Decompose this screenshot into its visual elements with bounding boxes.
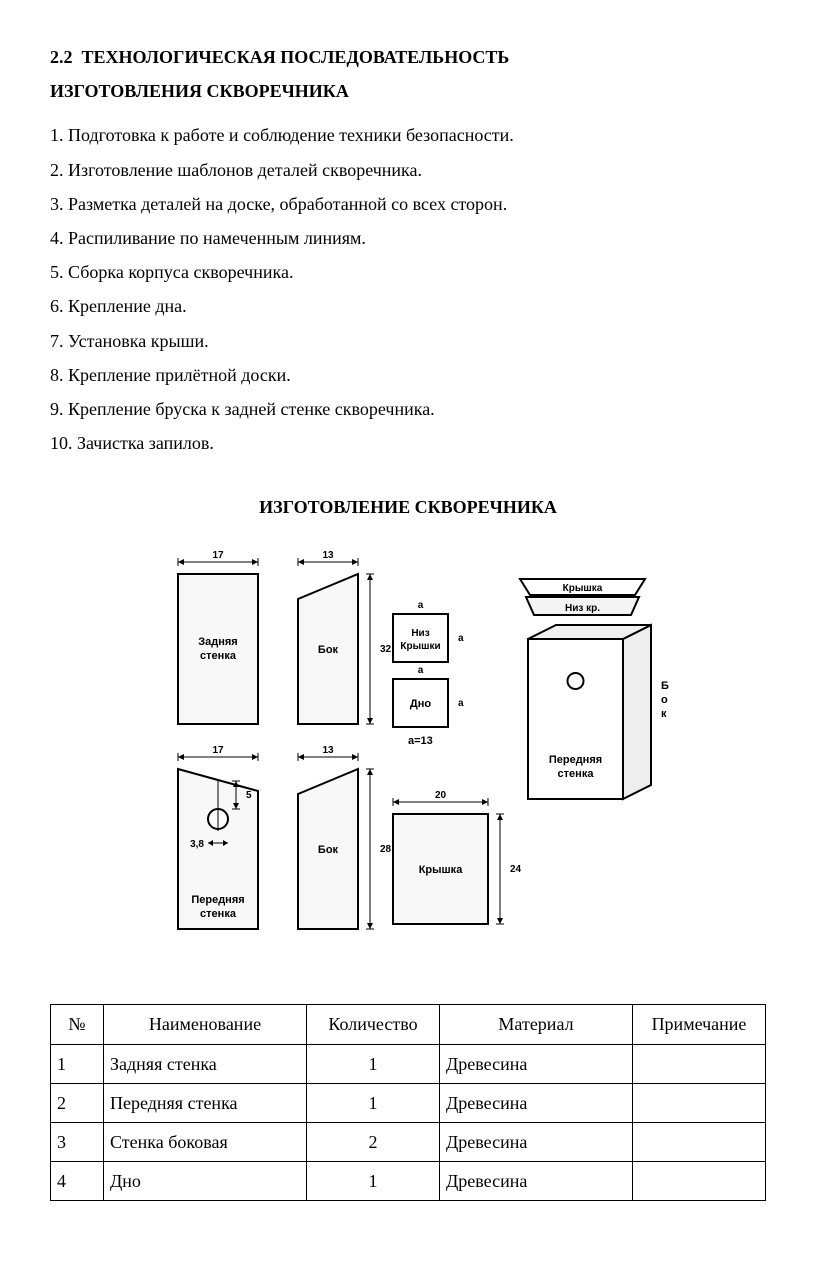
table-cell: 1 [307,1044,440,1083]
svg-text:5: 5 [246,790,252,801]
table-cell: Дно [104,1162,307,1201]
svg-text:Бок: Бок [318,844,339,856]
table-cell: 1 [307,1162,440,1201]
table-cell: Древесина [440,1044,633,1083]
svg-text:к: к [661,708,667,720]
parts-table: №НаименованиеКоличествоМатериалПримечани… [50,1004,766,1201]
drawing-container: 17 Задняя стенка 13 32 Бок 17 5 3,8 Передняя стенк… [50,544,766,984]
table-cell: Древесина [440,1083,633,1122]
svg-text:a=13: a=13 [408,735,433,747]
svg-text:о: о [661,694,668,706]
svg-text:a: a [418,600,424,611]
svg-text:a: a [418,665,424,676]
svg-text:стенка: стенка [200,908,237,920]
step-item: 3. Разметка деталей на доске, обработанн… [50,187,766,221]
sub-title: ИЗГОТОВЛЕНИЕ СКВОРЕЧНИКА [50,490,766,524]
svg-text:Передняя: Передняя [191,894,244,906]
svg-text:Низ кр.: Низ кр. [565,603,600,614]
step-item: 6. Крепление дна. [50,289,766,323]
svg-text:Бок: Бок [318,644,339,656]
table-header: Материал [440,1005,633,1044]
svg-text:Крышки: Крышки [400,641,440,652]
svg-text:32: 32 [380,644,392,655]
step-item: 8. Крепление прилётной доски. [50,358,766,392]
table-cell: 4 [51,1162,104,1201]
table-header: Количество [307,1005,440,1044]
table-cell: Передняя стенка [104,1083,307,1122]
table-row: 2Передняя стенка1Древесина [51,1083,766,1122]
step-item: 1. Подготовка к работе и соблюдение техн… [50,118,766,152]
svg-text:3,8: 3,8 [190,839,204,850]
table-header: Примечание [633,1005,766,1044]
table-cell: Древесина [440,1162,633,1201]
table-cell [633,1162,766,1201]
svg-text:a: a [458,633,464,644]
step-item: 9. Крепление бруска к задней стенке скво… [50,392,766,426]
steps-list: 1. Подготовка к работе и соблюдение техн… [50,118,766,460]
table-cell: Задняя стенка [104,1044,307,1083]
svg-text:Крышка: Крышка [419,864,464,876]
table-cell: 2 [51,1083,104,1122]
step-item: 7. Установка крыши. [50,324,766,358]
table-cell [633,1123,766,1162]
svg-text:Б: Б [661,680,669,692]
table-cell: Древесина [440,1123,633,1162]
svg-text:Крышка: Крышка [563,583,603,594]
svg-text:a: a [458,698,464,709]
table-cell [633,1044,766,1083]
step-item: 5. Сборка корпуса скворечника. [50,255,766,289]
table-cell: 1 [307,1083,440,1122]
table-cell: 3 [51,1123,104,1162]
section-heading: 2.2 ТЕХНОЛОГИЧЕСКАЯ ПОСЛЕДОВАТЕЛЬНОСТЬ И… [50,40,766,108]
table-row: 1Задняя стенка1Древесина [51,1044,766,1083]
birdhouse-drawing: 17 Задняя стенка 13 32 Бок 17 5 3,8 Передняя стенк… [138,544,678,984]
table-header: № [51,1005,104,1044]
svg-text:24: 24 [510,864,522,875]
table-cell: Стенка боковая [104,1123,307,1162]
table-cell: 2 [307,1123,440,1162]
section-title-1: ТЕХНОЛОГИЧЕСКАЯ ПОСЛЕДОВАТЕЛЬНОСТЬ [82,47,510,67]
svg-text:стенка: стенка [558,768,595,780]
svg-text:Передняя: Передняя [549,754,602,766]
svg-text:Задняя: Задняя [198,636,237,648]
section-number: 2.2 [50,47,73,67]
svg-text:13: 13 [322,550,334,561]
step-item: 4. Распиливание по намеченным линиям. [50,221,766,255]
svg-text:20: 20 [435,790,447,801]
svg-text:28: 28 [380,844,392,855]
section-title-2: ИЗГОТОВЛЕНИЯ СКВОРЕЧНИКА [50,81,349,101]
table-row: 3Стенка боковая2Древесина [51,1123,766,1162]
table-cell [633,1083,766,1122]
step-item: 10. Зачистка запилов. [50,426,766,460]
svg-text:13: 13 [322,745,334,756]
svg-text:17: 17 [212,745,224,756]
table-header: Наименование [104,1005,307,1044]
svg-text:Низ: Низ [411,628,429,639]
svg-text:17: 17 [212,550,224,561]
svg-text:стенка: стенка [200,650,237,662]
table-cell: 1 [51,1044,104,1083]
step-item: 2. Изготовление шаблонов деталей сквореч… [50,153,766,187]
table-row: 4Дно1Древесина [51,1162,766,1201]
svg-text:Дно: Дно [410,698,431,710]
